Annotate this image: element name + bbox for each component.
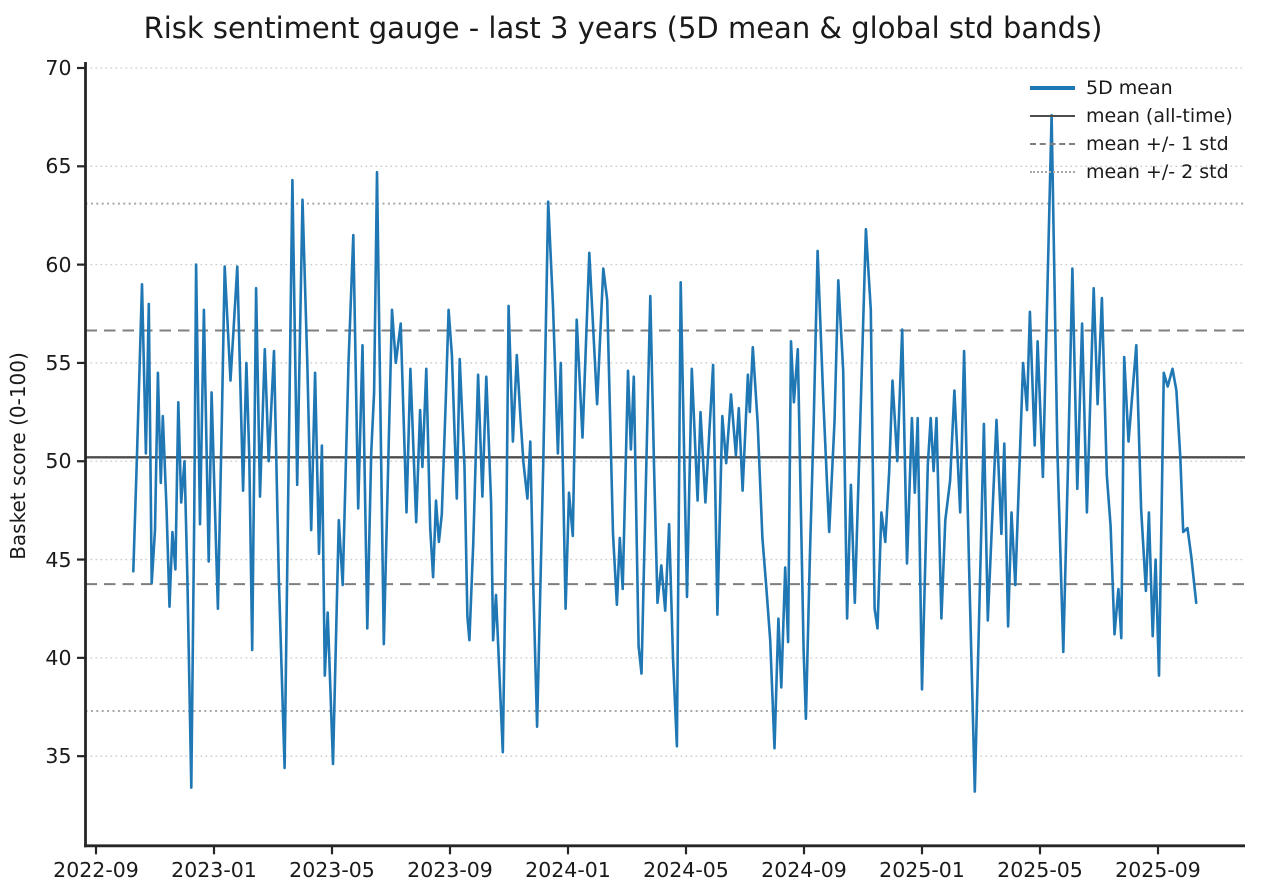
legend-item-mean-2std: mean +/- 2 std <box>1030 158 1233 186</box>
legend-item-5d-mean: 5D mean <box>1030 74 1233 102</box>
legend-label: mean +/- 1 std <box>1086 133 1229 155</box>
x-tick-label: 2024-05 <box>643 857 729 882</box>
y-tick-label: 45 <box>45 547 72 572</box>
legend-item-mean-1std: mean +/- 1 std <box>1030 130 1233 158</box>
legend-label: mean +/- 2 std <box>1086 161 1229 183</box>
x-tick-label: 2024-09 <box>761 857 847 882</box>
y-axis-label: Basket score (0-100) <box>6 352 30 560</box>
chart-title: Risk sentiment gauge - last 3 years (5D … <box>143 11 1103 45</box>
y-tick-label: 65 <box>45 154 72 179</box>
legend-label: mean (all-time) <box>1086 105 1233 127</box>
legend-label: 5D mean <box>1086 77 1173 99</box>
legend-item-mean-all-time: mean (all-time) <box>1030 102 1233 130</box>
gray-solid-line-swatch-icon <box>1030 115 1075 117</box>
y-tick-label: 60 <box>45 252 72 277</box>
gray-dashed-line-swatch-icon <box>1030 143 1075 145</box>
x-tick-label: 2025-01 <box>879 857 965 882</box>
y-tick-label: 70 <box>45 56 72 80</box>
blue-line-swatch-icon <box>1030 86 1075 90</box>
x-tick-label: 2024-01 <box>525 857 611 882</box>
y-tick-label: 50 <box>45 449 72 474</box>
series-5d-mean-line <box>132 113 1198 793</box>
y-tick-label: 55 <box>45 350 72 375</box>
y-tick-label: 40 <box>45 645 72 670</box>
x-tick-label: 2023-05 <box>289 857 375 882</box>
x-tick-label: 2023-01 <box>171 857 257 882</box>
gray-dotted-line-swatch-icon <box>1030 171 1075 173</box>
y-tick-label: 35 <box>45 744 72 769</box>
x-tick-label: 2025-05 <box>997 857 1083 882</box>
legend: 5D mean mean (all-time) mean +/- 1 std m… <box>1030 74 1233 186</box>
x-tick-label: 2025-09 <box>1115 857 1201 882</box>
x-tick-label: 2022-09 <box>53 857 139 882</box>
x-tick-label: 2023-09 <box>407 857 493 882</box>
